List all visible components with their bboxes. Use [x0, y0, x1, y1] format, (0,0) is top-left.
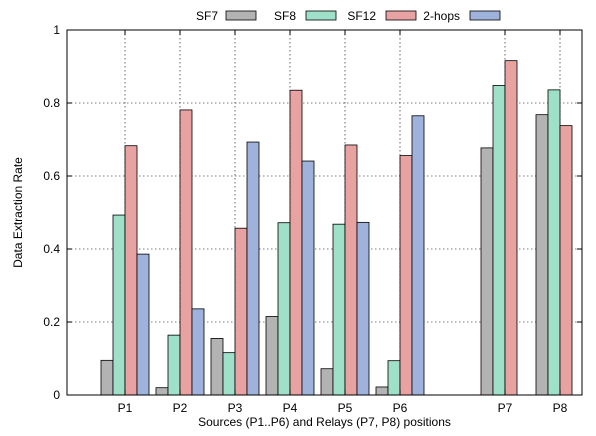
bar-sf7-p6 [375, 386, 389, 396]
bar-sf7-p2 [155, 387, 169, 396]
bar-sf12-p2 [179, 109, 193, 396]
bar-sf8-p6 [387, 360, 401, 396]
bar-2-hops-p6 [411, 115, 425, 396]
legend: SF7 SF8 SF12 2-hops [196, 9, 501, 23]
bar-sf12-p6 [399, 155, 413, 396]
bar-sf8-p2 [167, 334, 181, 396]
bar-sf12-p4 [289, 89, 303, 396]
bar-2-hops-p5 [356, 221, 370, 396]
bar-sf12-p1 [124, 145, 138, 396]
legend-label: SF7 [196, 9, 218, 23]
bars [100, 60, 573, 396]
legend-swatch [385, 10, 417, 21]
bar-2-hops-p4 [301, 160, 315, 396]
x-tick-label: P4 [283, 401, 298, 415]
legend-label: 2-hops [423, 9, 460, 23]
bar-sf7-p5 [320, 368, 334, 396]
bar-sf8-p1 [112, 214, 126, 396]
bar-sf7-p7 [480, 147, 494, 396]
x-tick-label: P6 [393, 401, 408, 415]
y-tick-label: 0.4 [43, 242, 60, 256]
x-tick-label: P7 [498, 401, 513, 415]
bar-sf7-p8 [535, 114, 549, 396]
bar-sf12-p5 [344, 144, 358, 396]
legend-swatch [305, 10, 337, 21]
x-tick-label: P8 [553, 401, 568, 415]
ticks: 0 0.2 0.4 0.6 0.8 1 P1 P2 P3 P4 P5 P6 P7 P8 [43, 23, 582, 415]
legend-label: SF8 [274, 9, 296, 23]
bar-2-hops-p1 [136, 253, 150, 396]
y-tick-label: 0.2 [43, 315, 60, 329]
bar-sf7-p4 [265, 316, 279, 396]
bar-sf8-p8 [547, 89, 561, 396]
y-axis-label: Data Extraction Rate [11, 157, 25, 268]
bar-sf7-p3 [210, 338, 224, 396]
bar-sf8-p3 [222, 352, 236, 396]
x-tick-label: P1 [118, 401, 133, 415]
legend-swatch [225, 10, 257, 21]
bar-sf8-p4 [277, 222, 291, 396]
bar-sf7-p1 [100, 359, 114, 396]
x-tick-label: P3 [228, 401, 243, 415]
bar-sf12-p3 [234, 227, 248, 396]
x-axis-label: Sources (P1..P6) and Relays (P7, P8) pos… [198, 415, 451, 429]
x-tick-label: P2 [173, 401, 188, 415]
bar-sf12-p8 [559, 125, 573, 396]
legend-label: SF12 [347, 9, 376, 23]
legend-swatch [469, 10, 501, 21]
plot-frame [66, 29, 583, 396]
y-tick-label: 1 [53, 23, 60, 37]
y-tick-label: 0.8 [43, 96, 60, 110]
y-tick-label: 0 [53, 388, 60, 402]
bar-sf8-p7 [492, 85, 506, 396]
y-tick-label: 0.6 [43, 169, 60, 183]
bar-2-hops-p2 [191, 308, 205, 396]
bar-2-hops-p3 [246, 141, 260, 396]
bar-sf12-p7 [504, 60, 518, 396]
bar-sf8-p5 [332, 223, 346, 396]
x-tick-label: P5 [338, 401, 353, 415]
